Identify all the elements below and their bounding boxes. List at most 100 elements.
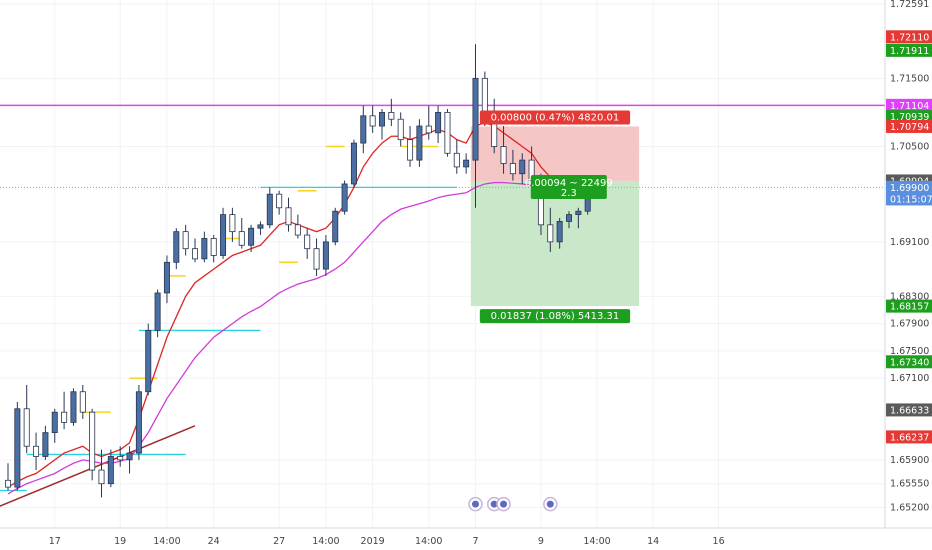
stop-label-bg — [479, 110, 631, 125]
candle-body — [145, 330, 152, 393]
price-tick-label: 1.67900 — [890, 319, 929, 330]
candle-body — [575, 210, 582, 216]
candle-body — [210, 238, 217, 256]
price-badge[interactable] — [886, 110, 932, 124]
price-badge-label: 1.68157 — [890, 302, 929, 313]
price-badge-label: 1.69900 — [890, 183, 929, 194]
candle-body — [33, 445, 40, 457]
price-tick-label: 1.68300 — [890, 291, 929, 302]
price-badge-label: 1.67340 — [890, 357, 929, 368]
price-badge[interactable] — [886, 180, 932, 194]
candle-body — [220, 214, 227, 256]
candle-body — [70, 391, 77, 423]
candle-body — [14, 408, 21, 488]
candle-body — [201, 238, 208, 260]
risk-reward-ratio: 2.3 — [561, 188, 577, 199]
candle-body — [238, 231, 245, 246]
price-tick-label: 1.65900 — [890, 455, 929, 466]
price-badge[interactable] — [886, 355, 932, 369]
time-tick-label: 7 — [472, 536, 478, 547]
candle-body — [304, 234, 311, 250]
candle-body — [388, 112, 395, 120]
price-badge[interactable] — [886, 43, 932, 57]
candle-body — [407, 139, 414, 161]
target-label: 0.01837 (1.08%) 5413.31 — [491, 311, 620, 322]
price-badge[interactable] — [886, 98, 932, 112]
candle-body — [163, 261, 170, 294]
time-axis[interactable] — [0, 528, 932, 550]
price-badge-label: 1.66237 — [890, 432, 929, 443]
price-badge[interactable] — [886, 192, 932, 206]
time-tick-label: 27 — [273, 536, 285, 547]
candle-body — [332, 210, 339, 243]
price-badge-label: 1.72110 — [890, 32, 929, 43]
candle-body — [276, 193, 283, 209]
candle-body — [360, 115, 367, 144]
time-tick-label: 14:00 — [153, 536, 180, 547]
candle-body — [500, 146, 507, 164]
candle-body — [23, 408, 30, 447]
candle-body — [117, 456, 124, 461]
candle-body — [79, 391, 86, 413]
take-profit-zone[interactable] — [470, 180, 640, 307]
entry-label-bg — [530, 174, 607, 199]
price-badge[interactable] — [886, 119, 932, 133]
candle-body — [61, 411, 68, 423]
price-tick-label: 1.71500 — [890, 73, 929, 84]
price-badge[interactable] — [886, 430, 932, 444]
candle-body — [481, 77, 488, 117]
time-tick-label: 9 — [538, 536, 544, 547]
candle-body — [229, 214, 236, 233]
candle-body — [154, 292, 161, 331]
price-badge-label: 1.66633 — [890, 405, 929, 416]
stop-loss-zone[interactable] — [470, 126, 640, 181]
time-tick-label: 14 — [647, 536, 659, 547]
candle-body — [444, 112, 451, 154]
price-tick-label: 1.67100 — [890, 373, 929, 384]
candle-body — [509, 163, 516, 175]
price-badge-label: 1.71104 — [890, 101, 929, 112]
candle-body — [173, 231, 180, 263]
price-tick-label: 1.65550 — [890, 479, 929, 490]
candle-body — [135, 391, 142, 454]
event-flag-icon — [546, 500, 554, 508]
price-tick-label: 1.67500 — [890, 346, 929, 357]
price-badge[interactable] — [886, 403, 932, 417]
candle-body — [566, 214, 573, 222]
trendline[interactable] — [0, 425, 196, 515]
candle-body — [42, 432, 49, 457]
price-tick-label: 1.69100 — [890, 237, 929, 248]
time-tick-label: 14:00 — [312, 536, 339, 547]
candle-body — [350, 142, 357, 185]
price-tick-label: 1.65200 — [890, 503, 929, 514]
candle-body — [416, 125, 423, 161]
event-flag-icon — [500, 500, 508, 508]
event-flag-icon — [472, 500, 479, 508]
time-tick-label: 14:00 — [415, 536, 442, 547]
moving-average-red — [7, 121, 598, 488]
candle-body — [472, 77, 479, 161]
candle-body — [322, 241, 329, 270]
time-tick-label: 14:00 — [583, 536, 610, 547]
candle-body — [191, 248, 198, 260]
price-badge-label: 1.70794 — [890, 122, 929, 133]
candle-body — [248, 227, 255, 246]
candle-body — [397, 118, 404, 141]
price-badge[interactable] — [886, 30, 932, 44]
candle-body — [463, 159, 470, 168]
price-badge[interactable] — [886, 299, 932, 313]
entry-label: 0.00094 ~ 22499 — [525, 178, 613, 189]
candle-body — [547, 224, 554, 243]
candle-body — [453, 152, 460, 168]
candle-body — [519, 159, 526, 175]
candle-body — [98, 469, 105, 485]
price-badge-label: 1.70939 — [890, 112, 929, 123]
candle-body — [369, 115, 376, 127]
event-flag-icon — [490, 500, 498, 508]
candle-body — [435, 112, 442, 134]
candle-body — [5, 479, 11, 488]
price-tick-label: 1.70500 — [890, 141, 929, 152]
candle-body — [313, 248, 320, 270]
candle-body — [257, 224, 264, 229]
